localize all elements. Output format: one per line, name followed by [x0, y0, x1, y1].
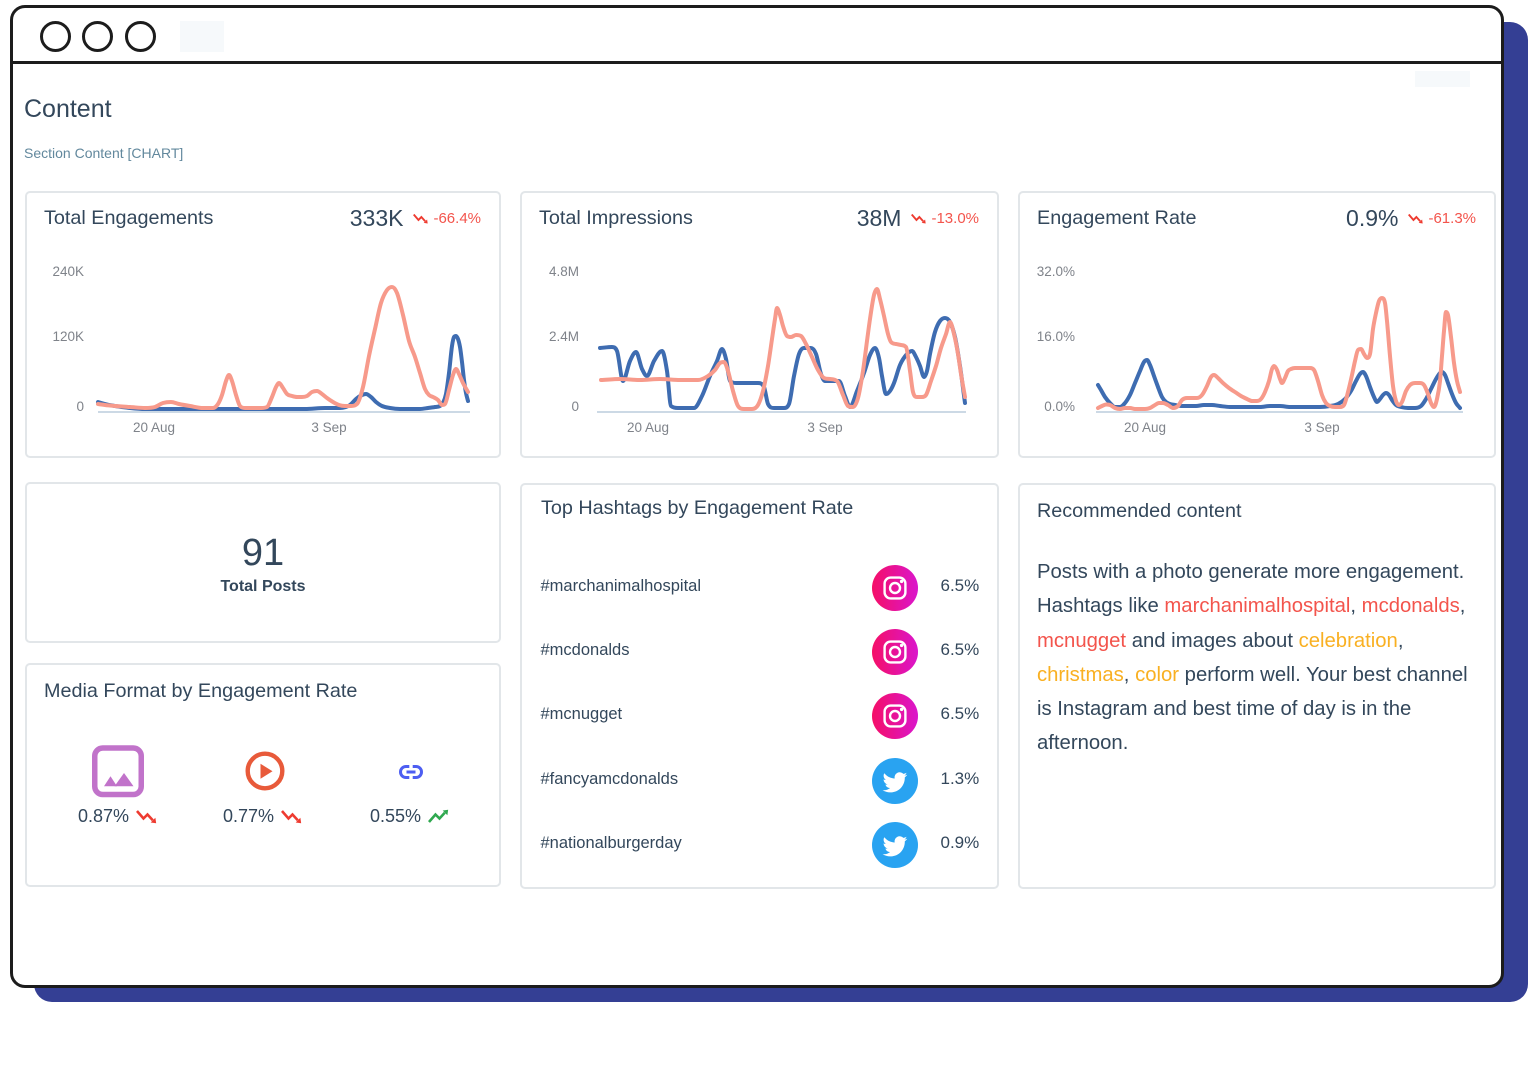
svg-text:0: 0 [571, 399, 579, 414]
svg-text:3 Sep: 3 Sep [1304, 420, 1339, 435]
svg-text:4.8M: 4.8M [549, 264, 579, 279]
svg-text:0.0%: 0.0% [1044, 399, 1075, 414]
svg-text:2.4M: 2.4M [549, 329, 579, 344]
svg-text:240K: 240K [52, 264, 84, 279]
svg-text:20 Aug: 20 Aug [1124, 420, 1166, 435]
svg-text:20 Aug: 20 Aug [627, 420, 669, 435]
svg-text:32.0%: 32.0% [1037, 264, 1075, 279]
svg-text:3 Sep: 3 Sep [311, 420, 346, 435]
svg-text:0: 0 [76, 399, 84, 414]
svg-text:16.0%: 16.0% [1037, 329, 1075, 344]
svg-text:120K: 120K [52, 329, 84, 344]
svg-text:20 Aug: 20 Aug [133, 420, 175, 435]
svg-text:3 Sep: 3 Sep [807, 420, 842, 435]
